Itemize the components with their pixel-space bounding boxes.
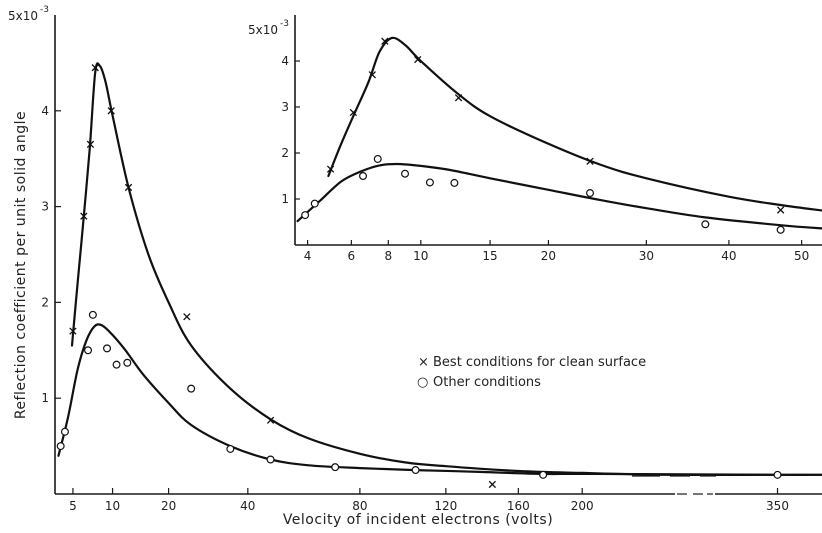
inset-x-tick-label: 40 [721, 249, 736, 263]
inset-x-tick-label: 8 [384, 249, 392, 263]
main-point-o [187, 384, 196, 393]
main-point-x [124, 183, 133, 192]
inset-point-o [301, 211, 310, 220]
inset-y-tick-label: 1 [281, 192, 289, 206]
inset-x-tick-label: 20 [541, 249, 556, 263]
main-point-o [331, 463, 340, 472]
main-x-axis-label: Velocity of incident electrons (volts) [283, 512, 553, 528]
main-point-x [183, 313, 191, 321]
inset-point-o [359, 172, 368, 181]
inset-point-x [776, 206, 785, 214]
main-point-x [86, 140, 95, 148]
main-point-x [266, 416, 275, 424]
inset-y-tick-label: 4 [281, 54, 289, 68]
inset-x-tick-label: 6 [348, 249, 356, 263]
main-x-tick-label: 5 [69, 499, 77, 513]
main-point-o [773, 470, 782, 479]
main-point-x [91, 64, 99, 72]
main-y-tick-label: 3 [41, 200, 49, 214]
main-x-tick-label: 200 [571, 499, 594, 513]
inset-point-o [776, 225, 785, 234]
legend: × Best conditions for clean surface ○ Ot… [417, 355, 646, 390]
inset-ticks: 4 6 8 10 15 20 30 40 50 1 2 3 4 [281, 54, 809, 263]
inset-point-x [368, 71, 376, 79]
main-x-tick-label: 120 [434, 499, 457, 513]
inset-x-tick-label: 30 [639, 249, 654, 263]
main-axis-break [632, 475, 716, 495]
inset-y-tick-label: 2 [281, 146, 289, 160]
inset-point-o [586, 189, 595, 198]
main-y-top-label: 5x10 [8, 9, 38, 23]
inset-point-x [414, 55, 422, 64]
inset-point-o [310, 199, 319, 208]
main-y-axis-label: Reflection coefficient per unit solid an… [13, 111, 29, 419]
main-x-tick-label: 20 [161, 499, 176, 513]
main-point-o [539, 470, 548, 479]
main-point-x [488, 480, 497, 489]
legend-label-best: Best conditions for clean surface [433, 355, 646, 370]
main-marks [56, 64, 782, 489]
main-point-o [266, 455, 275, 464]
inset-marks [301, 37, 785, 234]
main-y-tick-label: 4 [41, 104, 49, 118]
main-x-tick-label: 10 [105, 499, 120, 513]
inset-point-o [373, 154, 382, 163]
inset-x-tick-label: 10 [413, 249, 428, 263]
main-curve-other-conditions [57, 323, 822, 476]
main-point-x [80, 212, 88, 220]
main-x-tick-label: 160 [507, 499, 530, 513]
legend-marker-x: × [418, 355, 429, 370]
main-point-o [123, 358, 132, 367]
legend-label-other: Other conditions [433, 375, 541, 390]
inset-x-tick-label: 15 [482, 249, 497, 263]
main-curves [57, 62, 822, 477]
main-x-tick-label: 80 [352, 499, 367, 513]
main-curve-best-conditions [70, 62, 822, 477]
inset-curve-other-conditions [296, 162, 822, 230]
inset-curves [296, 36, 822, 230]
inset-point-o [401, 169, 410, 178]
inset-y-top-exponent: -3 [280, 19, 289, 29]
main-point-x [69, 327, 77, 335]
inset-x-tick-label: 50 [794, 249, 809, 263]
main-point-o [88, 310, 97, 319]
inset-x-tick-label: 4 [304, 249, 312, 263]
inset-point-x [381, 37, 389, 45]
main-y-tick-label: 1 [41, 391, 49, 405]
main-point-o [60, 427, 69, 436]
main-chart: 5x10 -3 Reflection coefficient per unit … [8, 5, 822, 528]
main-point-o [103, 344, 112, 353]
inset-point-o [425, 178, 434, 187]
inset-point-o [450, 178, 459, 187]
main-x-tick-label: 350 [766, 499, 789, 513]
inset-y-top-label: 5x10 [248, 23, 278, 37]
main-point-o [411, 466, 420, 475]
inset-point-x [326, 165, 335, 173]
legend-marker-o: ○ [417, 375, 428, 390]
inset-y-tick-label: 3 [281, 100, 289, 114]
inset-point-x [586, 157, 594, 165]
inset-point-x [454, 94, 463, 102]
main-point-o [84, 346, 93, 355]
inset-chart: 5x10 -3 4 6 8 10 15 20 30 40 50 1 2 3 4 [248, 15, 822, 263]
main-y-tick-label: 2 [41, 295, 49, 309]
main-point-o [226, 444, 235, 453]
main-point-x [107, 107, 115, 115]
inset-point-o [701, 220, 710, 229]
main-x-tick-label: 40 [240, 499, 255, 513]
main-y-top-exponent: -3 [40, 5, 49, 15]
inset-curve-best-conditions [327, 36, 822, 212]
main-point-o [112, 360, 121, 369]
main-point-o [56, 442, 65, 451]
inset-point-x [349, 108, 358, 117]
